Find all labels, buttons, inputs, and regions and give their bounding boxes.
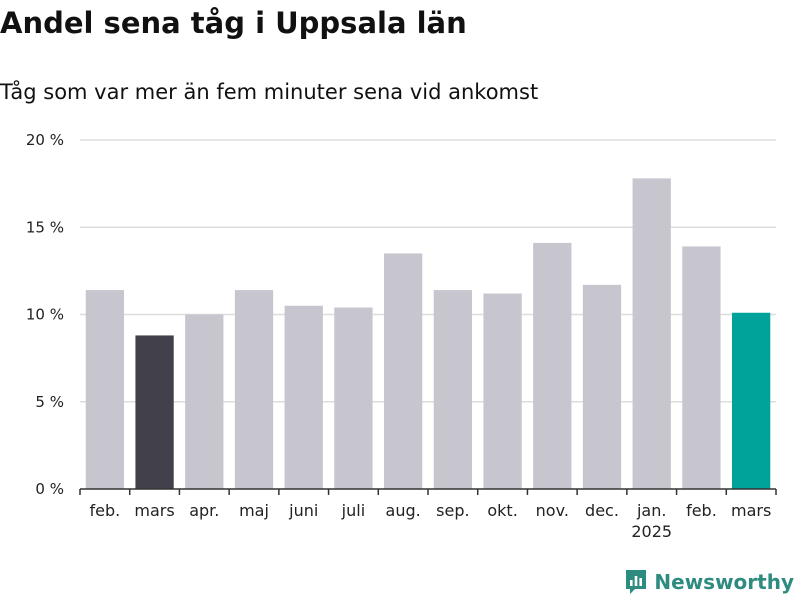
x-tick-label: mars xyxy=(134,501,174,520)
y-tick-label: 10 % xyxy=(26,306,64,324)
bar-5 xyxy=(284,305,323,489)
x-year-label: 2025 xyxy=(631,522,672,541)
bar-6 xyxy=(334,307,373,489)
x-tick-label: dec. xyxy=(585,501,619,520)
x-tick-label: feb. xyxy=(89,501,120,520)
bar-1 xyxy=(85,290,124,489)
bar-chart: 0 % 5 % 10 % 15 % 20 % feb. mars apr. maj juni ju… xyxy=(26,131,777,541)
chart-subtitle: Tåg som var mer än fem minuter sena vid … xyxy=(0,80,539,104)
x-tick-label: sep. xyxy=(436,501,469,520)
x-tick-label: apr. xyxy=(189,501,219,520)
brand-logo: Newsworthy xyxy=(624,568,794,596)
x-tick-label: juli xyxy=(341,501,365,520)
newsworthy-logo-icon xyxy=(626,570,647,594)
bar-13 xyxy=(682,246,721,489)
x-tick-label: nov. xyxy=(536,501,569,520)
x-tick-label: feb. xyxy=(686,501,717,520)
bar-12 xyxy=(632,178,671,489)
grid-lines xyxy=(80,139,776,403)
y-axis-ticks: 0 % 5 % 10 % 15 % 20 % xyxy=(26,131,64,498)
x-tick-label: okt. xyxy=(487,501,517,520)
brand-name: Newsworthy xyxy=(654,570,794,594)
x-tick-label: maj xyxy=(239,501,269,520)
bar-7 xyxy=(384,253,423,489)
y-tick-label: 0 % xyxy=(35,480,64,498)
bars xyxy=(85,178,771,489)
y-tick-label: 5 % xyxy=(35,393,64,411)
bar-8 xyxy=(433,290,472,489)
bar-10 xyxy=(533,242,572,489)
bar-2 xyxy=(135,335,174,489)
x-tick-label: juni xyxy=(288,501,318,520)
bar-9 xyxy=(483,293,522,489)
x-tick-label: mars xyxy=(731,501,771,520)
x-tick-label: jan. xyxy=(636,501,666,520)
y-tick-label: 15 % xyxy=(26,218,64,236)
bar-11 xyxy=(582,284,622,489)
x-axis-ticks: feb. mars apr. maj juni juli aug. sep. okt. nov. d… xyxy=(89,501,771,541)
x-tick-label: aug. xyxy=(386,501,421,520)
bar-3 xyxy=(185,314,224,489)
y-tick-label: 20 % xyxy=(26,131,64,149)
bar-4 xyxy=(234,290,274,489)
x-axis xyxy=(79,488,777,495)
chart-title: Andel sena tåg i Uppsala län xyxy=(0,6,467,40)
bar-14 xyxy=(732,312,771,489)
